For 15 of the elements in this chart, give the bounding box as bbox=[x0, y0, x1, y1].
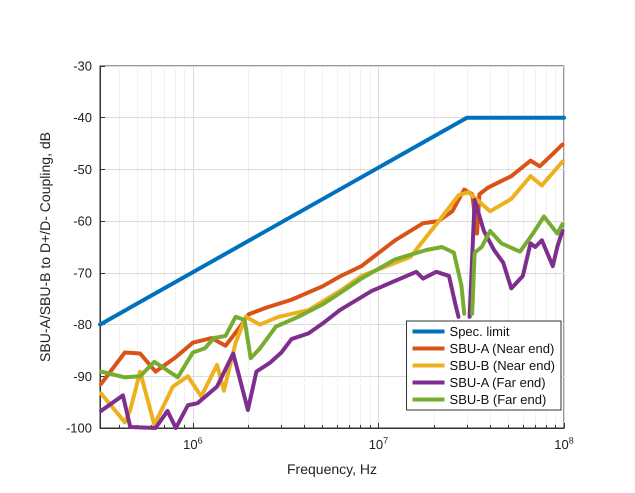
y-axis-title: SBU-A/SBU-B to D+/D- Coupling, dB bbox=[37, 132, 53, 362]
x-axis-title: Frequency, Hz bbox=[287, 461, 377, 477]
y-tick-label: -70 bbox=[73, 265, 92, 280]
y-tick-label: -50 bbox=[73, 162, 92, 177]
y-tick-label: -30 bbox=[73, 58, 92, 74]
legend-label: SBU-A (Near end) bbox=[450, 341, 554, 356]
legend-label: Spec. limit bbox=[450, 324, 510, 339]
y-tick-label: -60 bbox=[73, 214, 92, 229]
legend-label: SBU-B (Far end) bbox=[450, 392, 546, 407]
y-tick-label: -100 bbox=[66, 420, 92, 436]
y-tick-label: -80 bbox=[73, 317, 92, 332]
legend-label: SBU-A (Far end) bbox=[450, 375, 546, 390]
legend-label: SBU-B (Near end) bbox=[450, 358, 556, 373]
y-tick-label: -40 bbox=[73, 110, 92, 126]
y-tick-label: -90 bbox=[73, 368, 92, 384]
